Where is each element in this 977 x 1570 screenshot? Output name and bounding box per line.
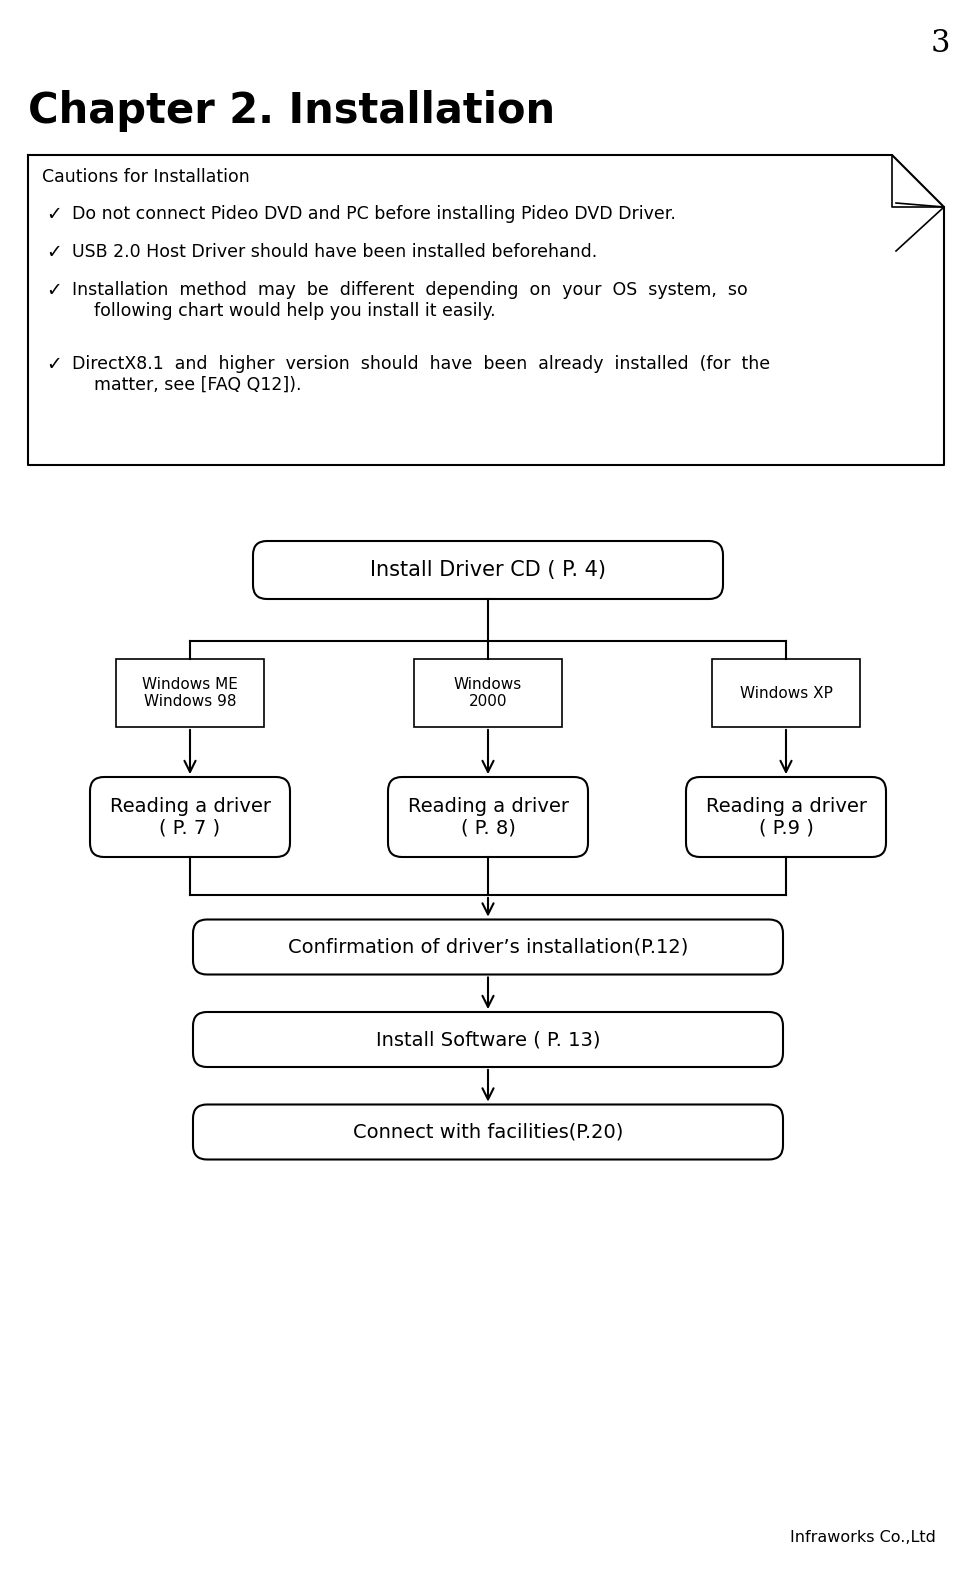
FancyBboxPatch shape	[253, 542, 723, 600]
Text: Windows XP: Windows XP	[740, 686, 832, 700]
FancyBboxPatch shape	[686, 777, 886, 857]
Bar	[116, 659, 264, 727]
Text: ✓: ✓	[46, 281, 62, 300]
FancyBboxPatch shape	[388, 777, 588, 857]
Text: ✓: ✓	[46, 206, 62, 225]
FancyBboxPatch shape	[193, 920, 783, 975]
Text: Install Software ( P. 13): Install Software ( P. 13)	[376, 1030, 600, 1049]
Text: DirectX8.1  and  higher  version  should  have  been  already  installed  (for  : DirectX8.1 and higher version should hav…	[72, 355, 770, 394]
Text: Reading a driver
( P. 7 ): Reading a driver ( P. 7 )	[109, 796, 271, 837]
Text: Connect with facilities(P.20): Connect with facilities(P.20)	[353, 1123, 623, 1141]
Text: Windows ME
Windows 98: Windows ME Windows 98	[142, 677, 238, 710]
FancyBboxPatch shape	[90, 777, 290, 857]
Text: Windows
2000: Windows 2000	[454, 677, 522, 710]
Text: Reading a driver
( P.9 ): Reading a driver ( P.9 )	[705, 796, 867, 837]
Text: Cautions for Installation: Cautions for Installation	[42, 168, 250, 185]
Text: Chapter 2. Installation: Chapter 2. Installation	[28, 89, 555, 132]
Text: ✓: ✓	[46, 355, 62, 374]
Text: Installation  method  may  be  different  depending  on  your  OS  system,  so
 : Installation method may be different dep…	[72, 281, 747, 320]
FancyBboxPatch shape	[193, 1013, 783, 1068]
FancyBboxPatch shape	[193, 1105, 783, 1160]
Text: 3: 3	[930, 28, 950, 60]
Text: Confirmation of driver’s installation(P.12): Confirmation of driver’s installation(P.…	[288, 937, 688, 956]
Bar	[712, 659, 860, 727]
Text: Reading a driver
( P. 8): Reading a driver ( P. 8)	[407, 796, 569, 837]
Text: ✓: ✓	[46, 243, 62, 262]
Text: Install Driver CD ( P. 4): Install Driver CD ( P. 4)	[370, 560, 606, 579]
Text: Do not connect Pideo DVD and PC before installing Pideo DVD Driver.: Do not connect Pideo DVD and PC before i…	[72, 206, 676, 223]
Bar	[414, 659, 562, 727]
Text: Infraworks Co.,Ltd: Infraworks Co.,Ltd	[790, 1531, 936, 1545]
Text: USB 2.0 Host Driver should have been installed beforehand.: USB 2.0 Host Driver should have been ins…	[72, 243, 597, 261]
